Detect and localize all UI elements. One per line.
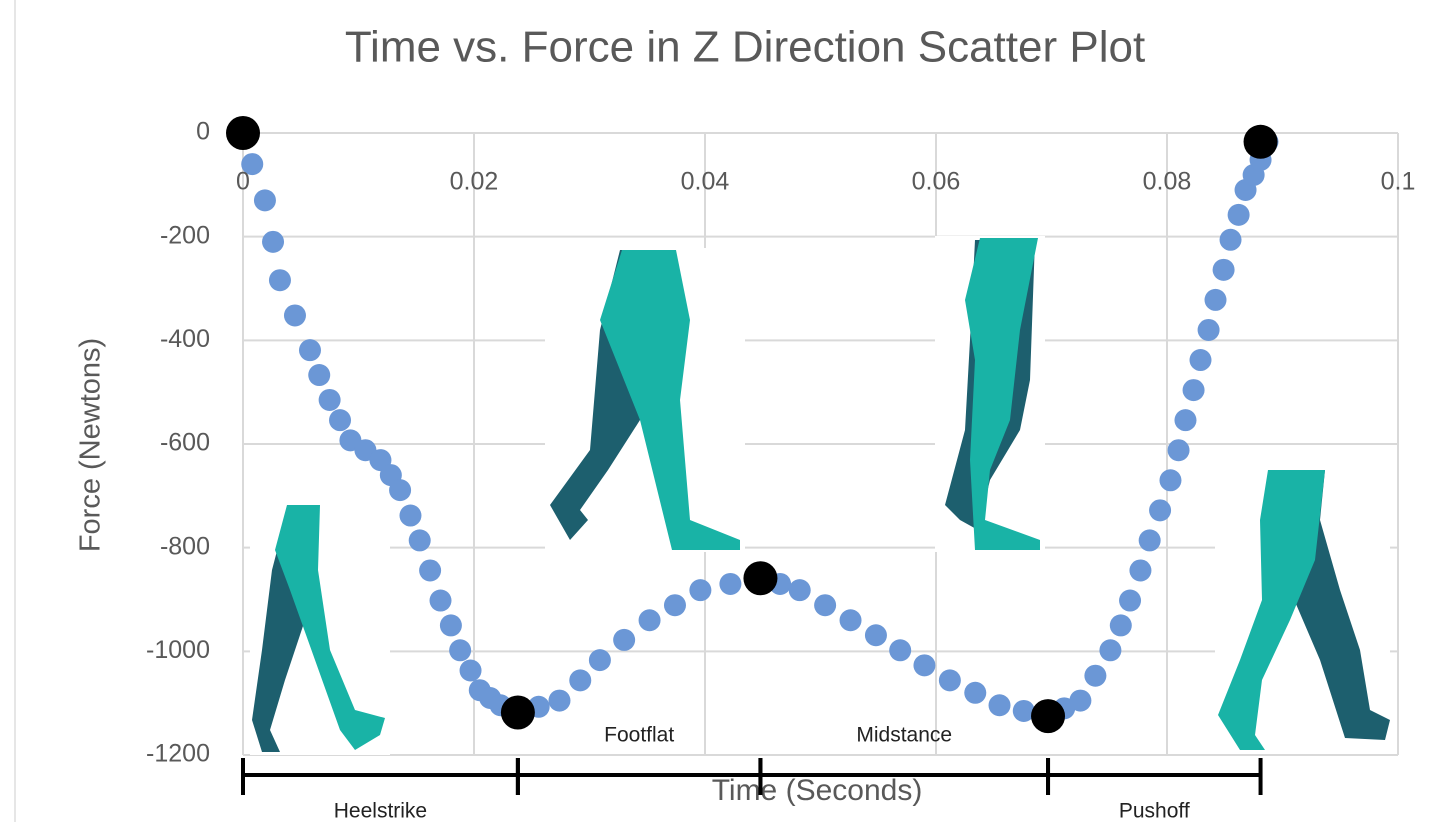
chart-title: Time vs. Force in Z Direction Scatter Pl… (345, 23, 1145, 72)
data-point (1168, 439, 1190, 461)
data-point (1129, 559, 1151, 581)
leg-illustrations (250, 236, 1390, 755)
data-point (1183, 379, 1205, 401)
data-point (329, 409, 351, 431)
chart: Time vs. Force in Z Direction Scatter Pl… (0, 0, 1453, 822)
key-point (226, 116, 260, 150)
data-point (613, 629, 635, 651)
key-point (1031, 699, 1065, 733)
data-point (1099, 639, 1121, 661)
key-point (743, 561, 777, 595)
y-tick-label: -1200 (146, 740, 210, 768)
x-tick-label: 0 (236, 168, 250, 196)
data-point (409, 529, 431, 551)
data-point (399, 505, 421, 527)
data-point (789, 579, 811, 601)
data-point (1084, 665, 1106, 687)
page: Time vs. Force in Z Direction Scatter Pl… (0, 0, 1453, 822)
data-point (319, 389, 341, 411)
y-tick-label: 0 (196, 118, 210, 146)
data-point (865, 624, 887, 646)
y-tick-label: -600 (160, 429, 210, 457)
y-tick-label: -400 (160, 325, 210, 353)
data-point (299, 339, 321, 361)
data-point (1149, 499, 1171, 521)
key-point (1244, 125, 1278, 159)
data-point (1174, 409, 1196, 431)
data-point (1069, 690, 1091, 712)
data-point (1220, 229, 1242, 251)
data-point (939, 669, 961, 691)
data-point (639, 609, 661, 631)
data-point (1119, 590, 1141, 612)
x-tick-label: 0.04 (681, 168, 730, 196)
data-point (1110, 614, 1132, 636)
y-axis-title: Force (Newtons) (75, 338, 107, 552)
data-point (308, 364, 330, 386)
data-point (1205, 289, 1227, 311)
data-point (449, 639, 471, 661)
data-point (719, 573, 741, 595)
data-point (889, 639, 911, 661)
y-tick-label: -800 (160, 532, 210, 560)
data-point (269, 269, 291, 291)
phase-label: Midstance (856, 724, 952, 747)
y-tick-label: -1000 (146, 636, 210, 664)
data-point (840, 609, 862, 631)
x-tick-label: 0.06 (912, 168, 961, 196)
data-point (430, 590, 452, 612)
x-tick-label: 0.1 (1381, 168, 1416, 196)
data-point (569, 669, 591, 691)
data-point (689, 579, 711, 601)
y-tick-label: -200 (160, 221, 210, 249)
data-point (460, 660, 482, 682)
data-point (814, 594, 836, 616)
data-point (1198, 319, 1220, 341)
data-point (1139, 529, 1161, 551)
data-point (664, 594, 686, 616)
data-point (440, 614, 462, 636)
x-axis-title: Time (Seconds) (712, 774, 923, 807)
data-point (1159, 469, 1181, 491)
data-point (262, 231, 284, 253)
data-point (284, 304, 306, 326)
phase-brackets: Heelstrike Footflat Midstance Pushoff (243, 724, 1261, 822)
data-point (1213, 259, 1235, 281)
x-tick-label: 0.02 (450, 168, 499, 196)
data-point (548, 690, 570, 712)
phase-label: Heelstrike (334, 800, 427, 822)
data-point (913, 654, 935, 676)
data-point (589, 649, 611, 671)
phase-label: Pushoff (1119, 800, 1190, 822)
data-point (254, 189, 276, 211)
x-tick-label: 0.08 (1143, 168, 1192, 196)
data-point (964, 682, 986, 704)
key-point (501, 695, 535, 729)
data-point (1189, 349, 1211, 371)
data-point (419, 559, 441, 581)
data-point (1228, 204, 1250, 226)
data-point (389, 479, 411, 501)
data-point (989, 694, 1011, 716)
phase-label: Footflat (604, 724, 674, 747)
